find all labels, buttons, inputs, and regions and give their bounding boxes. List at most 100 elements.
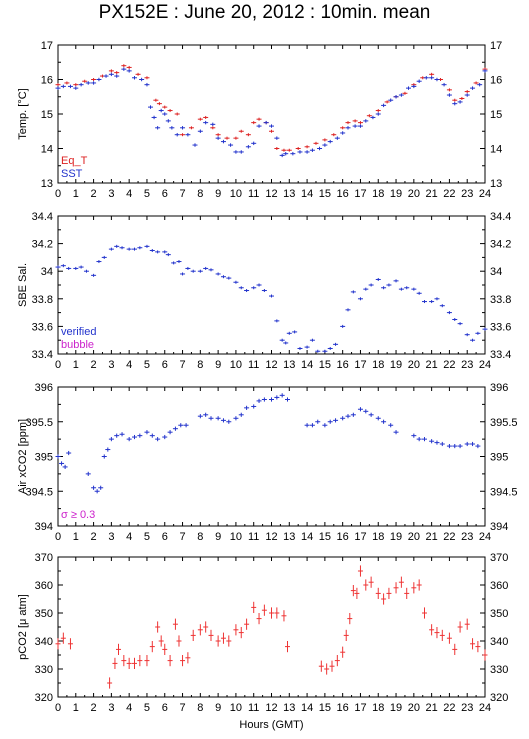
data-point bbox=[261, 397, 267, 402]
data-point bbox=[149, 249, 155, 252]
data-point bbox=[162, 105, 168, 109]
data-point bbox=[251, 141, 257, 146]
data-point bbox=[256, 398, 262, 403]
data-point bbox=[363, 579, 369, 591]
data-point bbox=[350, 412, 356, 417]
data-point bbox=[167, 655, 173, 667]
data-point bbox=[404, 286, 410, 290]
x-tick-label: 1 bbox=[73, 359, 79, 371]
x-tick-label: 7 bbox=[179, 702, 185, 714]
data-point bbox=[192, 143, 198, 147]
data-point bbox=[352, 124, 358, 128]
x-tick-label: 16 bbox=[337, 359, 349, 371]
x-tick-label: 15 bbox=[319, 531, 331, 543]
data-point bbox=[114, 71, 120, 75]
data-point bbox=[158, 635, 164, 647]
data-point bbox=[459, 96, 465, 100]
data-point bbox=[470, 86, 476, 90]
data-point bbox=[208, 268, 214, 272]
data-point bbox=[274, 319, 280, 323]
y-axis-label: pCO2 [μ atm] bbox=[17, 594, 29, 660]
data-point bbox=[103, 74, 109, 78]
data-point bbox=[238, 412, 244, 417]
data-point bbox=[215, 635, 221, 647]
data-point bbox=[144, 655, 150, 667]
data-point bbox=[162, 643, 168, 655]
data-point bbox=[340, 131, 346, 135]
data-point bbox=[215, 136, 221, 140]
x-tick-label: 0 bbox=[55, 531, 61, 543]
data-point bbox=[429, 439, 435, 444]
data-point bbox=[228, 143, 234, 147]
data-point bbox=[251, 404, 257, 409]
data-point bbox=[172, 426, 178, 431]
x-tick-label: 11 bbox=[248, 359, 259, 371]
data-point bbox=[78, 265, 84, 269]
x-tick-label: 3 bbox=[108, 702, 114, 714]
y-tick-label: 33.6 bbox=[32, 321, 53, 333]
data-point bbox=[439, 304, 445, 308]
chart-panel-4: 0 1 2 3 4 5 6 7 8 9 10 11 12 13 14 15 16 17 18 19 20 21 22 23 24… bbox=[17, 552, 508, 731]
data-point bbox=[434, 297, 440, 301]
data-point bbox=[132, 657, 138, 669]
data-point bbox=[256, 117, 262, 121]
data-point bbox=[304, 145, 310, 149]
chart-panel-3: 0 1 2 3 4 5 6 7 8 9 10 11 12 13 14 15 16 17 18 19 20 21 22 23 24… bbox=[17, 382, 518, 543]
data-point bbox=[375, 587, 381, 599]
data-point bbox=[416, 579, 422, 591]
x-tick-label: 9 bbox=[215, 188, 221, 200]
data-point bbox=[313, 141, 319, 145]
x-tick-label: 22 bbox=[443, 359, 455, 371]
x-tick-label: 2 bbox=[91, 359, 97, 371]
data-point bbox=[477, 82, 483, 87]
data-point bbox=[238, 150, 244, 154]
x-tick-label: 2 bbox=[91, 188, 97, 200]
data-point bbox=[452, 98, 458, 102]
data-point bbox=[261, 289, 267, 293]
x-tick-label: 2 bbox=[91, 702, 97, 714]
data-point bbox=[197, 129, 203, 133]
data-point bbox=[370, 115, 376, 120]
data-point bbox=[73, 266, 79, 270]
data-point bbox=[441, 82, 447, 87]
data-point bbox=[215, 272, 221, 276]
y-tick-label-right: 33.8 bbox=[490, 294, 511, 306]
data-point bbox=[244, 289, 250, 293]
data-point bbox=[60, 84, 66, 89]
y-tick-label-right: 34 bbox=[490, 266, 502, 278]
x-tick-label: 2 bbox=[91, 531, 97, 543]
data-point bbox=[251, 601, 257, 613]
x-tick-label: 13 bbox=[283, 531, 295, 543]
y-tick-label: 34.2 bbox=[32, 239, 53, 251]
data-point bbox=[203, 115, 209, 119]
y-tick-label: 395 bbox=[35, 452, 53, 464]
data-point bbox=[203, 412, 209, 417]
data-point bbox=[309, 148, 315, 152]
x-tick-label: 3 bbox=[108, 188, 114, 200]
data-point bbox=[388, 423, 394, 428]
data-point bbox=[422, 437, 428, 442]
x-tick-label: 4 bbox=[126, 359, 132, 371]
data-point bbox=[398, 287, 404, 291]
y-tick-label-right: 394.5 bbox=[490, 486, 518, 498]
data-point bbox=[180, 655, 186, 667]
data-point bbox=[386, 587, 392, 599]
data-point bbox=[464, 618, 470, 630]
x-tick-label: 20 bbox=[408, 359, 420, 371]
data-point bbox=[269, 129, 274, 133]
data-point bbox=[139, 77, 145, 82]
data-point bbox=[446, 311, 452, 315]
data-point bbox=[137, 246, 143, 250]
y-tick-label: 16 bbox=[41, 75, 53, 87]
x-tick-label: 9 bbox=[215, 359, 221, 371]
data-point bbox=[98, 485, 104, 490]
data-point bbox=[185, 652, 191, 664]
data-point bbox=[132, 76, 138, 80]
y-tick-label: 370 bbox=[35, 552, 53, 564]
data-point bbox=[304, 345, 310, 349]
data-point bbox=[144, 430, 150, 435]
data-point bbox=[167, 430, 173, 435]
y-tick-label: 14 bbox=[41, 144, 53, 156]
data-point bbox=[274, 136, 280, 140]
data-point bbox=[381, 103, 387, 108]
